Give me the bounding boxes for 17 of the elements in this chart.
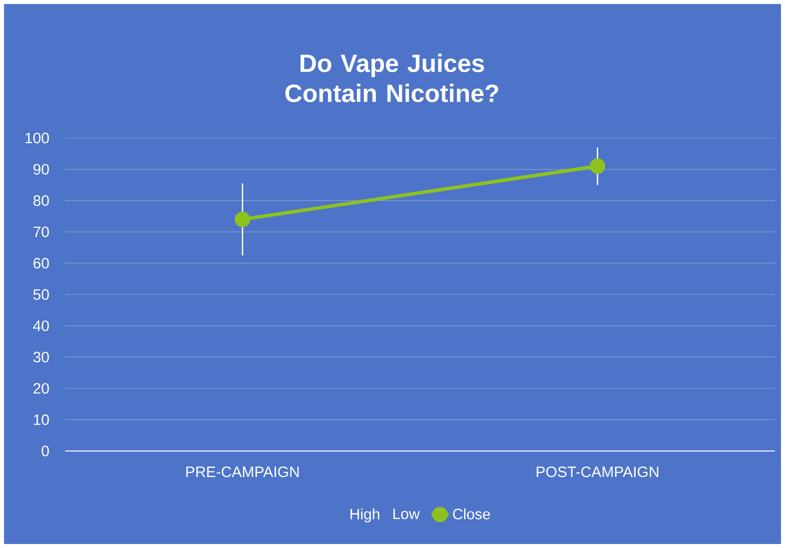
x-tick-label: POST-CAMPAIGN [536, 466, 658, 478]
y-tick-label: 10 [34, 414, 49, 425]
y-tick-label: 90 [33, 164, 49, 175]
chart-title: Do Vape Juices Contain Nicotine? [285, 54, 498, 102]
text: Low [393, 508, 420, 520]
y-tick-label: 50 [33, 289, 49, 300]
y-tick-label: 20 [34, 383, 49, 394]
y-tick-label: 0 [42, 446, 49, 456]
y-tick-label: 60 [34, 258, 49, 268]
y-tick-label: 80 [33, 195, 49, 206]
y-tick-label: 70 [34, 226, 49, 238]
x-tick-label: PRE-CAMPAIGN [186, 466, 299, 478]
legend-label: Close [453, 508, 490, 520]
y-tick-label: 30 [33, 352, 49, 362]
text: High [350, 508, 380, 522]
y-tick-label: 40 [33, 320, 49, 332]
y-tick-label: 100 [26, 132, 49, 144]
